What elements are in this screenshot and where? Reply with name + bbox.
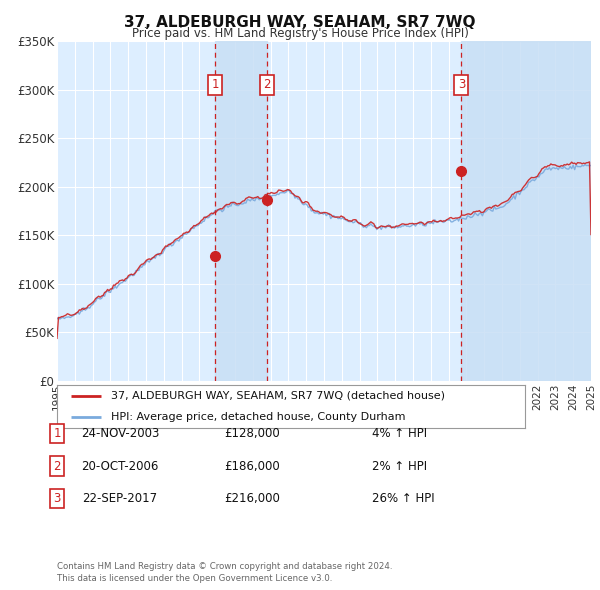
Text: 3: 3: [458, 78, 465, 91]
Text: 37, ALDEBURGH WAY, SEAHAM, SR7 7WQ: 37, ALDEBURGH WAY, SEAHAM, SR7 7WQ: [124, 15, 476, 30]
Text: 2: 2: [263, 78, 271, 91]
Text: 4% ↑ HPI: 4% ↑ HPI: [372, 427, 427, 440]
Bar: [215, 41, 267, 381]
Text: Price paid vs. HM Land Registry's House Price Index (HPI): Price paid vs. HM Land Registry's House …: [131, 27, 469, 40]
Text: 3: 3: [53, 492, 61, 505]
Text: 22-SEP-2017: 22-SEP-2017: [82, 492, 158, 505]
Text: 24-NOV-2003: 24-NOV-2003: [81, 427, 159, 440]
Text: £186,000: £186,000: [224, 460, 280, 473]
Bar: [461, 41, 591, 381]
Text: HPI: Average price, detached house, County Durham: HPI: Average price, detached house, Coun…: [111, 412, 406, 422]
Text: 26% ↑ HPI: 26% ↑ HPI: [372, 492, 434, 505]
Text: 2% ↑ HPI: 2% ↑ HPI: [372, 460, 427, 473]
Text: £216,000: £216,000: [224, 492, 280, 505]
Text: 20-OCT-2006: 20-OCT-2006: [82, 460, 158, 473]
Text: 37, ALDEBURGH WAY, SEAHAM, SR7 7WQ (detached house): 37, ALDEBURGH WAY, SEAHAM, SR7 7WQ (deta…: [111, 391, 445, 401]
Text: £128,000: £128,000: [224, 427, 280, 440]
Text: 1: 1: [53, 427, 61, 440]
Text: 1: 1: [212, 78, 219, 91]
Text: 2: 2: [53, 460, 61, 473]
Text: Contains HM Land Registry data © Crown copyright and database right 2024.
This d: Contains HM Land Registry data © Crown c…: [57, 562, 392, 583]
